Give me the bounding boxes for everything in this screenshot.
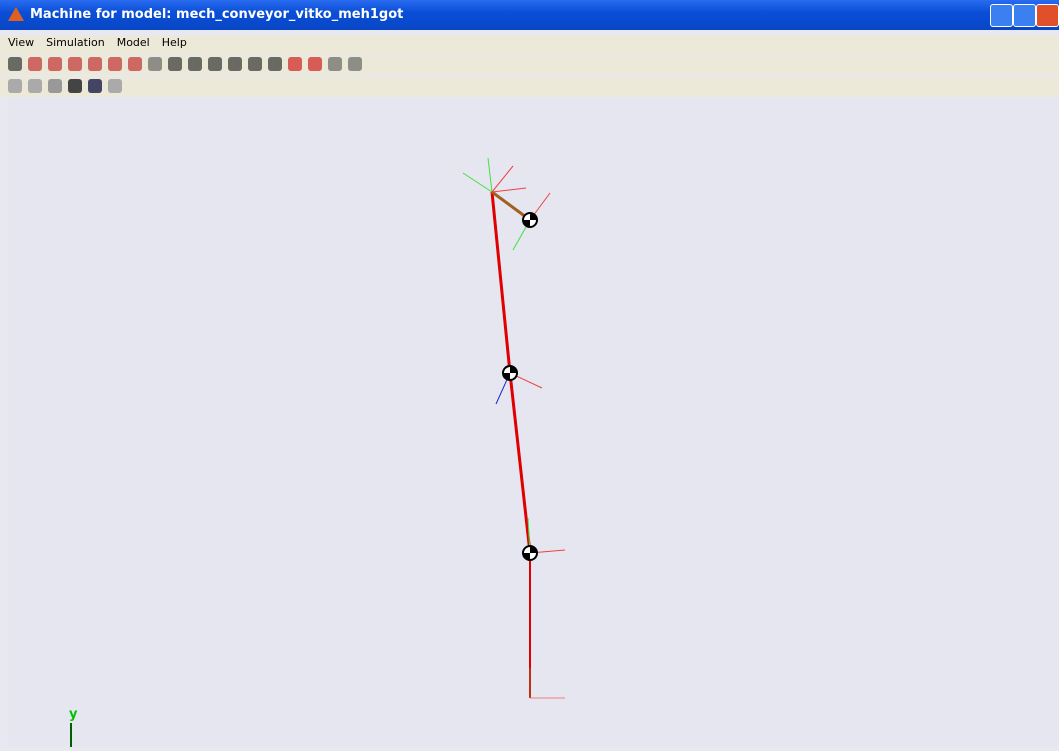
toolbar-button[interactable] [28, 79, 42, 93]
toolbar-button[interactable] [68, 79, 82, 93]
close-button[interactable] [1036, 4, 1059, 27]
maximize-button[interactable] [1013, 4, 1036, 27]
menu-item[interactable]: Simulation [46, 36, 105, 49]
toolbar-button[interactable] [28, 57, 42, 71]
viewport: y [8, 98, 1059, 747]
toolbar-button[interactable] [248, 57, 262, 71]
toolbar [0, 55, 1059, 75]
app-icon [8, 7, 24, 21]
title-bar: Machine for model: mech_conveyor_vitko_m… [0, 0, 1059, 30]
toolbar-button[interactable] [148, 57, 162, 71]
toolbar-button[interactable] [88, 79, 102, 93]
toolbar [0, 77, 1059, 97]
joint-markers [502, 212, 538, 561]
toolbar-button[interactable] [128, 57, 142, 71]
toolbar-button[interactable] [48, 79, 62, 93]
axis-label: y [69, 707, 78, 722]
toolbar-button[interactable] [288, 57, 302, 71]
window-title: Machine for model: mech_conveyor_vitko_m… [30, 7, 404, 22]
menu-bar: View Simulation Model Help [0, 36, 1059, 54]
toolbar-button[interactable] [88, 57, 102, 71]
menu-item[interactable]: Model [116, 36, 150, 49]
toolbar-button[interactable] [188, 57, 202, 71]
toolbar-button[interactable] [48, 57, 62, 71]
toolbar-button[interactable] [328, 57, 342, 71]
scene: y [69, 157, 566, 747]
toolbar-button[interactable] [8, 79, 22, 93]
toolbar-button[interactable] [228, 57, 242, 71]
toolbar-button[interactable] [68, 57, 82, 71]
toolbar-button[interactable] [348, 57, 362, 71]
toolbar-button[interactable] [108, 57, 122, 71]
menu-item[interactable]: View [8, 36, 35, 49]
toolbar-button[interactable] [208, 57, 222, 71]
minimize-button[interactable] [990, 4, 1013, 27]
toolbar-button[interactable] [108, 79, 122, 93]
menu-item[interactable]: Help [161, 36, 187, 49]
toolbar-button[interactable] [308, 57, 322, 71]
toolbar-button[interactable] [268, 57, 282, 71]
toolbar-button[interactable] [168, 57, 182, 71]
toolbar-button[interactable] [8, 57, 22, 71]
